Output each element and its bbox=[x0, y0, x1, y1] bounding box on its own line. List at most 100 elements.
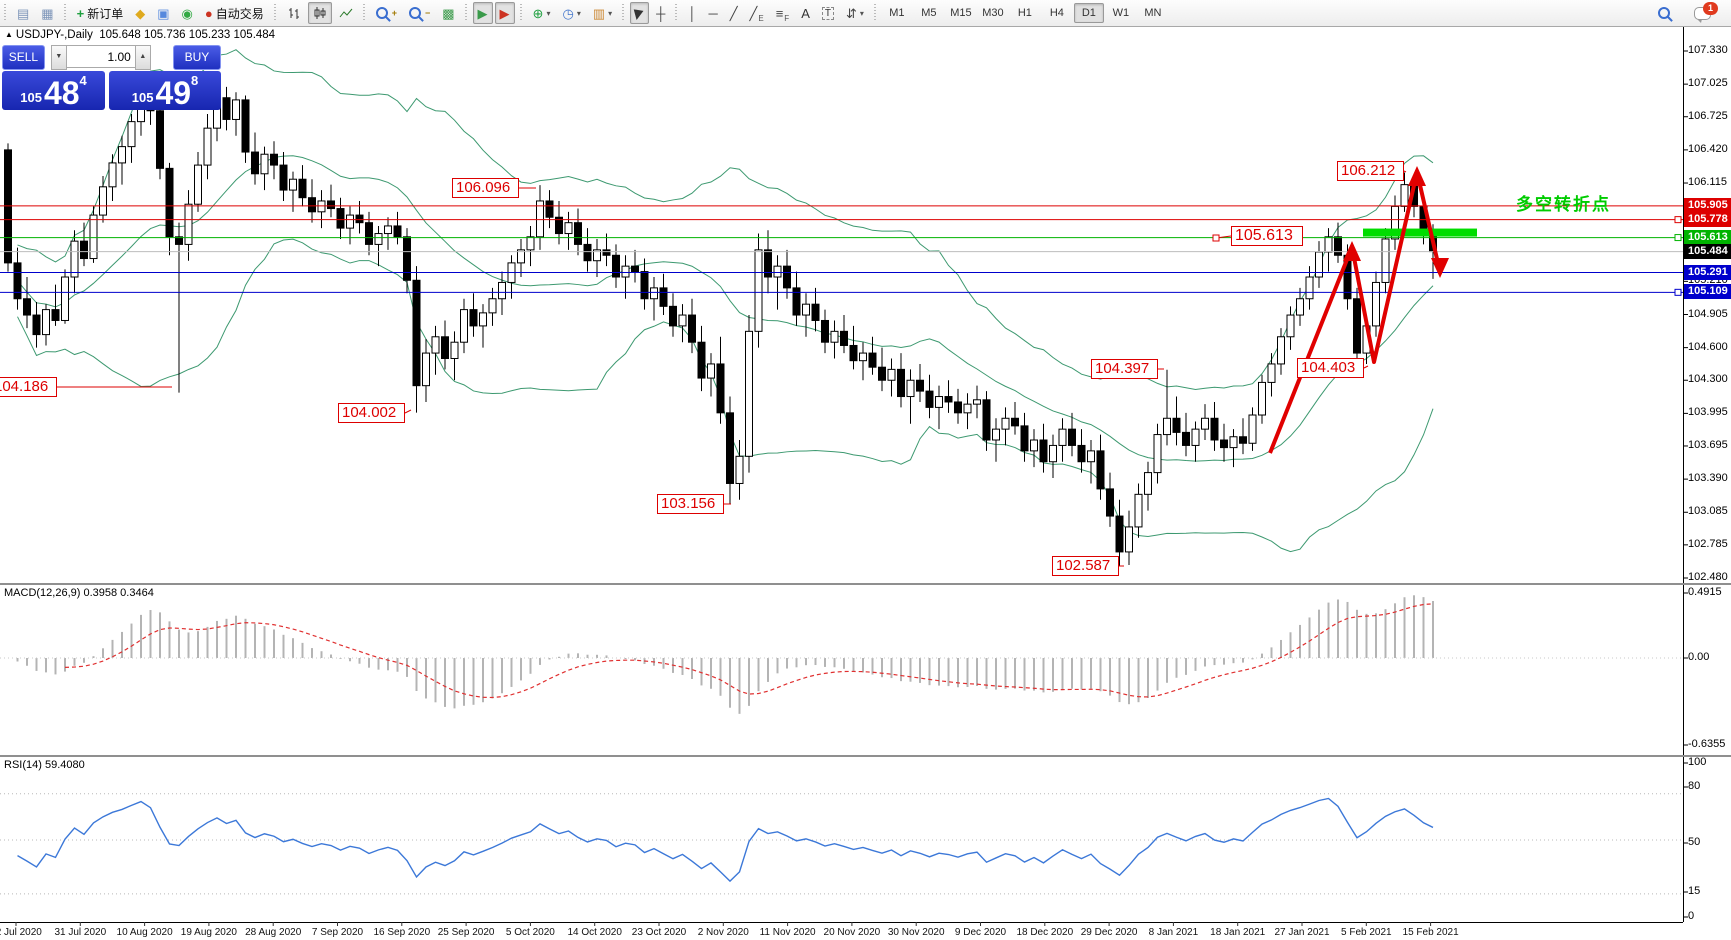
crosshair-tool-icon[interactable]: ┼ bbox=[651, 2, 670, 24]
macd-divider bbox=[0, 583, 1731, 585]
line-chart-type-icon bbox=[339, 8, 353, 18]
cursor-tool-icon[interactable] bbox=[630, 2, 650, 24]
macd-histogram bbox=[16, 595, 1434, 714]
timeframe-mn[interactable]: MN bbox=[1144, 7, 1162, 19]
trend-arrowhead-up bbox=[1408, 166, 1426, 186]
line-endpoint-marker bbox=[1674, 216, 1682, 224]
vertical-line-tool-glyph: │ bbox=[688, 5, 697, 21]
equidistant-channel-tool-icon[interactable]: ╱ E bbox=[749, 5, 764, 24]
symbol-name: USDJPY-,Daily bbox=[15, 29, 93, 41]
timeframe-m30[interactable]: M30 bbox=[982, 7, 1004, 19]
chart-shift-glyph: ▶ bbox=[499, 5, 510, 21]
chart-styles-icon[interactable]: ◆ bbox=[130, 2, 150, 24]
timeframe-d1[interactable]: D1 bbox=[1073, 3, 1104, 23]
notifications-icon[interactable]: 1 bbox=[1689, 1, 1718, 24]
timeframe-h4[interactable]: H4 bbox=[1049, 7, 1064, 19]
sell-price[interactable]: 105 48 4 bbox=[2, 71, 105, 110]
templates-menu-icon[interactable]: ▥ ▾ bbox=[592, 5, 613, 21]
timeframe-w1[interactable]: W1 bbox=[1112, 7, 1130, 19]
autotrading-glyph: ● bbox=[204, 5, 213, 21]
search-icon[interactable] bbox=[1653, 2, 1675, 24]
toolbar-grip[interactable] bbox=[872, 4, 878, 22]
autotrading-icon[interactable]: ● 自动交易 bbox=[200, 2, 269, 24]
news-signal-icon[interactable]: ◉ bbox=[177, 2, 198, 24]
zoom-in-magnifier bbox=[375, 7, 388, 19]
volume-down-button[interactable]: ▼ bbox=[50, 45, 67, 70]
profiles-glyph: ▦ bbox=[41, 5, 54, 21]
toolbar-grip[interactable] bbox=[518, 4, 524, 22]
timeframe-m5[interactable]: M5 bbox=[921, 7, 937, 19]
buy-price-pip: 8 bbox=[191, 73, 199, 88]
trendline-tool-glyph: ╱ bbox=[729, 5, 738, 21]
new-chart-window-glyph: ▤ bbox=[17, 5, 30, 21]
terminal-glyph: ▣ bbox=[157, 5, 170, 21]
line-chart-type-button[interactable] bbox=[334, 2, 358, 24]
arrows-tool-icon[interactable]: ⇵ ▾ bbox=[845, 5, 864, 21]
templates-menu-glyph: ▥ bbox=[592, 5, 606, 21]
tag-leader bbox=[1363, 365, 1369, 369]
fibonacci-tool-icon[interactable]: ≡ F bbox=[775, 5, 790, 24]
terminal-icon[interactable]: ▣ bbox=[152, 2, 174, 24]
bars-chart-type-icon bbox=[288, 8, 299, 19]
timeframe-m15[interactable]: M15 bbox=[950, 7, 972, 19]
tag-leader bbox=[1403, 170, 1407, 173]
horizontal-line-tool-icon[interactable]: ─ bbox=[703, 2, 722, 24]
buy-price-prefix: 105 bbox=[131, 90, 154, 105]
chart-shift-icon[interactable]: ▶ bbox=[494, 2, 515, 24]
rsi-line bbox=[17, 797, 1434, 883]
new-order-label: 新订单 bbox=[87, 6, 124, 21]
autotrading-label: 自动交易 bbox=[215, 6, 264, 21]
bars-chart-type-button[interactable] bbox=[282, 2, 306, 24]
toolbar-grip[interactable] bbox=[272, 4, 278, 22]
crosshair-tool-glyph: ┼ bbox=[656, 5, 666, 21]
candles bbox=[4, 81, 1437, 567]
zoom-out-icon[interactable]: − bbox=[404, 2, 435, 24]
volume-input[interactable] bbox=[66, 45, 135, 68]
trend-arrowhead-down bbox=[1431, 258, 1449, 278]
sell-button[interactable]: SELL bbox=[2, 45, 45, 70]
line-endpoint-marker bbox=[1674, 234, 1682, 242]
toolbar-grip[interactable] bbox=[361, 4, 367, 22]
tile-windows-glyph: ▩ bbox=[442, 5, 455, 21]
toolbar-grip[interactable] bbox=[621, 4, 627, 22]
trendline-tool-icon[interactable]: ╱ bbox=[725, 2, 743, 24]
timeframe-h1[interactable]: H1 bbox=[1017, 7, 1032, 19]
toolbar-grip[interactable] bbox=[62, 4, 68, 22]
new-order-icon[interactable]: + 新订单 bbox=[72, 2, 129, 24]
vertical-line-tool-icon[interactable]: │ bbox=[683, 2, 701, 24]
symbol-marker-icon: ▲ bbox=[5, 30, 13, 39]
profiles-icon[interactable]: ▦ bbox=[36, 2, 58, 24]
buy-button[interactable]: BUY bbox=[172, 45, 221, 70]
toolbar-grip[interactable] bbox=[3, 4, 8, 22]
buy-price[interactable]: 105 49 8 bbox=[109, 71, 221, 110]
zoom-in-icon[interactable]: + bbox=[371, 2, 402, 24]
timeframe-m1[interactable]: M1 bbox=[889, 7, 905, 19]
cursor-arrow bbox=[633, 6, 646, 20]
rsi-divider bbox=[0, 755, 1731, 757]
toolbar: ▤ ▦ + 新订单 ◆ ▣ ◉ ● 自动交易 + − ▩ ▶ ▶ ⊕ ▾ ◷ ▾ ▥ ▾ ┼ │ ─ ╱ ╱ E ≡ F A T ⇵ ▾ M1 M… bbox=[0, 0, 1731, 27]
tile-windows-icon[interactable]: ▩ bbox=[437, 2, 459, 24]
toolbar-grip[interactable] bbox=[674, 4, 680, 22]
tag-anchor-marker bbox=[1212, 234, 1220, 242]
symbol-ohlc: 105.648 105.736 105.233 105.484 bbox=[99, 29, 276, 41]
indicators-add-icon[interactable]: ⊕ ▾ bbox=[532, 5, 551, 21]
candles-chart-type-button[interactable] bbox=[307, 2, 332, 24]
new-chart-window-icon[interactable]: ▤ bbox=[12, 2, 34, 24]
sell-price-pip: 4 bbox=[79, 73, 87, 88]
bollinger-lower bbox=[17, 238, 1434, 553]
new-order-glyph: + bbox=[76, 5, 85, 21]
toolbar-grip[interactable] bbox=[463, 4, 469, 22]
text-tool-icon[interactable]: A bbox=[796, 2, 815, 24]
horizontal-line-tool-glyph: ─ bbox=[708, 5, 718, 21]
auto-scroll-icon[interactable]: ▶ bbox=[472, 2, 493, 24]
one-click-trade-panel: SELL ▼ ▲ BUY 105 48 4 105 49 8 bbox=[2, 45, 221, 110]
thick-support-segment bbox=[1363, 228, 1477, 237]
zoom-out-magnifier bbox=[408, 7, 421, 19]
text-label-tool-icon[interactable]: T bbox=[817, 2, 839, 24]
chart-title: ▲ USDJPY-,Daily 105.648 105.736 105.233 1… bbox=[5, 29, 275, 41]
periods-menu-glyph: ◷ bbox=[562, 5, 574, 21]
periods-menu-icon[interactable]: ◷ ▾ bbox=[562, 5, 581, 21]
volume-up-button[interactable]: ▲ bbox=[134, 45, 151, 70]
